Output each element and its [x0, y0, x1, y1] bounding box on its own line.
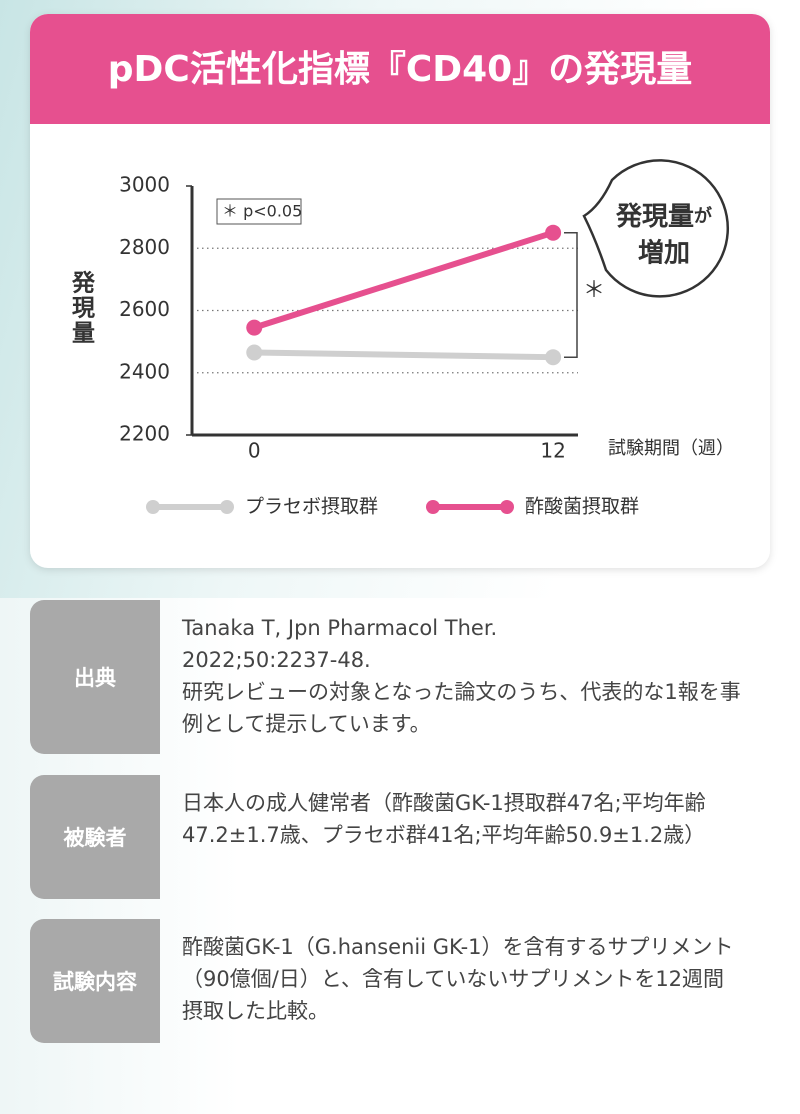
callout-part: が [694, 205, 712, 227]
x-tick-label: 0 [248, 439, 261, 463]
significance-bracket [564, 231, 578, 358]
callout: 発現量が 増加 [582, 159, 729, 298]
info-paragraph: Tanaka T, Jpn Pharmacol Ther. 2022;50:22… [182, 616, 498, 672]
callout-part: 発現量 [615, 202, 694, 232]
info-label: 被験者 [30, 775, 160, 899]
data-point [246, 319, 263, 336]
card-header [30, 14, 770, 124]
significance-mark: ＊ [583, 278, 605, 303]
chart-title: pDC活性化指標『CD40』の発現量 [108, 49, 692, 90]
card [30, 14, 770, 568]
y-tick-label: 2200 [119, 422, 170, 446]
callout-text: 増加 [638, 239, 690, 269]
info-row: 被験者 日本人の成人健常者（酢酸菌GK-1摂取群47名;平均年齢47.2±1.7歳… [30, 775, 770, 899]
legend-dot [146, 500, 160, 514]
info-paragraph: 酢酸菌GK-1（G.hansenii GK-1）を含有するサプリメント（90億個… [182, 935, 734, 1023]
info-label: 出典 [30, 600, 160, 754]
series-line [251, 349, 557, 361]
info-row: 出典 Tanaka T, Jpn Pharmacol Ther. 2022;50:… [30, 600, 770, 754]
legend-label: 酢酸菌摂取群 [525, 496, 639, 518]
info-text: 日本人の成人健常者（酢酸菌GK-1摂取群47名;平均年齢47.2±1.7歳、プラ… [160, 775, 742, 899]
info-paragraph: 日本人の成人健常者（酢酸菌GK-1摂取群47名;平均年齢47.2±1.7歳、プラ… [182, 791, 706, 847]
legend-dot [426, 500, 440, 514]
data-point [545, 349, 562, 366]
y-tick-label: 2400 [119, 359, 170, 383]
info-label: 試験内容 [30, 919, 160, 1043]
y-tick-label: 2800 [119, 235, 170, 259]
info-paragraph: 研究レビューの対象となった論文のうち、代表的な1報を事例として提示しています。 [182, 680, 741, 736]
note-box [216, 198, 302, 225]
data-point [246, 344, 263, 361]
y-tick-label: 2600 [119, 297, 170, 321]
legend-dot [500, 500, 514, 514]
chart-card: pDC活性化指標『CD40』の発現量 発現量 試験期間（週） ＊ p<0.05 … [30, 14, 770, 568]
callout-text: 発現量が [615, 202, 712, 232]
x-tick-label: 12 [540, 439, 565, 463]
significance-note: ＊ p<0.05 [222, 202, 302, 221]
x-axis-label: 試験期間（週） [608, 438, 734, 459]
callout-bubble [582, 159, 729, 298]
info-text: Tanaka T, Jpn Pharmacol Ther. 2022;50:22… [160, 600, 742, 754]
legend-label: プラセボ摂取群 [245, 496, 378, 518]
data-point [545, 224, 562, 241]
series-line [251, 229, 557, 331]
y-tick-label: 3000 [119, 173, 170, 197]
info-text: 酢酸菌GK-1（G.hansenii GK-1）を含有するサプリメント（90億個… [160, 919, 742, 1043]
info-row: 試験内容 酢酸菌GK-1（G.hansenii GK-1）を含有するサプリメント（… [30, 919, 770, 1043]
y-axis-label: 発現量 [68, 271, 97, 346]
legend-dot [220, 500, 234, 514]
